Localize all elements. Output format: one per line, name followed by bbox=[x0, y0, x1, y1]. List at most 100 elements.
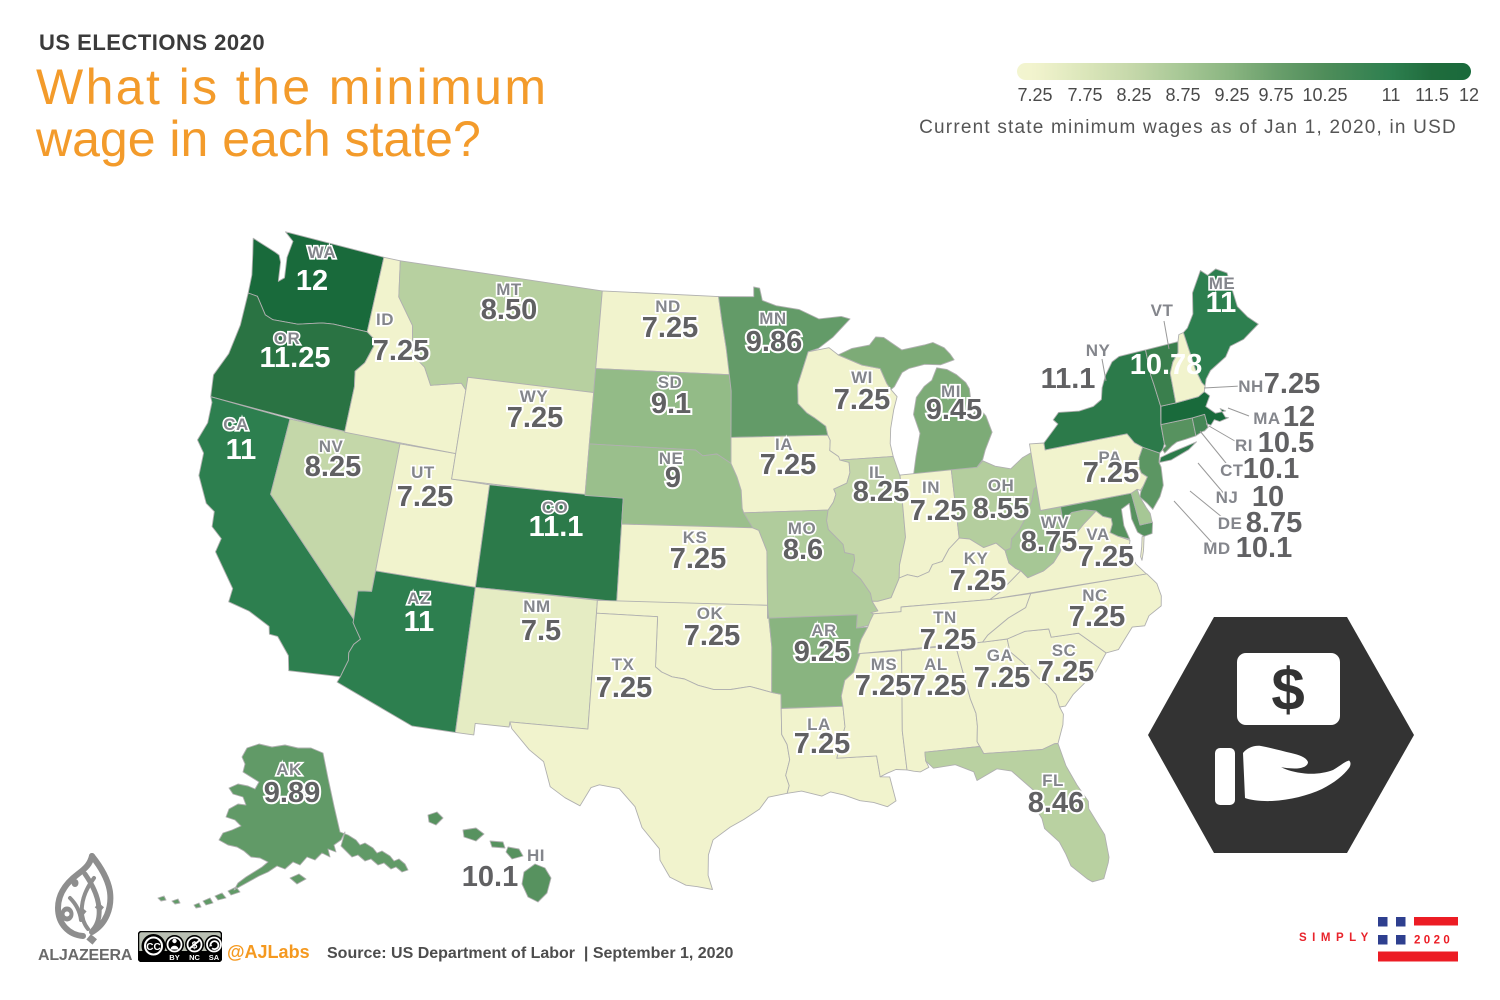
svg-text:7.5: 7.5 bbox=[521, 615, 561, 647]
svg-text:12: 12 bbox=[296, 265, 328, 297]
svg-text:$: $ bbox=[192, 941, 198, 952]
svg-text:9.25: 9.25 bbox=[794, 636, 850, 668]
svg-text:9.89: 9.89 bbox=[264, 777, 320, 809]
svg-text:KY: KY bbox=[964, 549, 989, 568]
svg-text:12: 12 bbox=[1459, 85, 1479, 105]
svg-text:IA: IA bbox=[775, 435, 793, 454]
svg-text:IN: IN bbox=[922, 478, 940, 497]
svg-text:11.25: 11.25 bbox=[260, 342, 331, 374]
svg-text:7.25: 7.25 bbox=[397, 481, 453, 513]
svg-text:11: 11 bbox=[1382, 85, 1401, 105]
svg-text:$: $ bbox=[1271, 656, 1304, 723]
svg-text:NE: NE bbox=[659, 449, 684, 468]
svg-text:AR: AR bbox=[811, 621, 837, 640]
svg-text:7.25: 7.25 bbox=[910, 495, 966, 527]
svg-text:AL: AL bbox=[924, 655, 948, 674]
svg-text:UT: UT bbox=[411, 463, 435, 482]
svg-text:8.55: 8.55 bbox=[973, 493, 1029, 525]
svg-text:7.25: 7.25 bbox=[1264, 368, 1320, 400]
svg-text:NM: NM bbox=[523, 597, 550, 616]
svg-text:SA: SA bbox=[209, 953, 220, 962]
svg-text:7.25: 7.25 bbox=[1083, 457, 1139, 489]
svg-text:8.25: 8.25 bbox=[1116, 85, 1151, 105]
svg-text:7.25: 7.25 bbox=[794, 728, 850, 760]
svg-text:WY: WY bbox=[520, 387, 549, 406]
svg-text:7.25: 7.25 bbox=[760, 449, 816, 481]
svg-text:OR: OR bbox=[274, 329, 301, 348]
svg-text:NH: NH bbox=[1238, 377, 1264, 396]
svg-text:7.25: 7.25 bbox=[834, 384, 890, 416]
svg-text:GA: GA bbox=[987, 646, 1014, 665]
svg-text:7.25: 7.25 bbox=[373, 335, 429, 367]
svg-text:VT: VT bbox=[1151, 301, 1174, 320]
svg-text:MA: MA bbox=[1253, 409, 1280, 428]
svg-text:10: 10 bbox=[1252, 481, 1284, 513]
svg-text:7.25: 7.25 bbox=[507, 402, 563, 434]
svg-text:2020: 2020 bbox=[1414, 935, 1453, 947]
svg-text:DE: DE bbox=[1218, 514, 1243, 533]
svg-text:9.1: 9.1 bbox=[651, 388, 691, 420]
svg-text:12: 12 bbox=[1283, 401, 1315, 433]
svg-text:TX: TX bbox=[612, 655, 635, 674]
svg-text:8.25: 8.25 bbox=[853, 476, 909, 508]
svg-text:7.25: 7.25 bbox=[642, 312, 698, 344]
svg-text:IL: IL bbox=[869, 463, 885, 482]
svg-text:7.25: 7.25 bbox=[670, 543, 726, 575]
svg-text:8.75: 8.75 bbox=[1246, 507, 1302, 539]
svg-text:MD: MD bbox=[1203, 539, 1230, 558]
svg-text:9.75: 9.75 bbox=[1258, 85, 1293, 105]
svg-text:7.25: 7.25 bbox=[950, 565, 1006, 597]
svg-text:WA: WA bbox=[308, 243, 336, 262]
svg-text:7.25: 7.25 bbox=[1069, 601, 1125, 633]
svg-text:WI: WI bbox=[851, 368, 873, 387]
svg-text:7.25: 7.25 bbox=[910, 670, 966, 702]
svg-text:AK: AK bbox=[276, 760, 302, 779]
svg-text:7.75: 7.75 bbox=[1067, 85, 1102, 105]
svg-text:10.1: 10.1 bbox=[462, 861, 518, 893]
svg-text:7.25: 7.25 bbox=[684, 620, 740, 652]
svg-text:7.25: 7.25 bbox=[596, 672, 652, 704]
svg-text:TN: TN bbox=[933, 608, 957, 627]
svg-text:11: 11 bbox=[226, 434, 257, 466]
svg-text:10.78: 10.78 bbox=[1130, 349, 1203, 381]
svg-text:CT: CT bbox=[1220, 461, 1244, 480]
svg-text:MS: MS bbox=[871, 655, 898, 674]
svg-text:NV: NV bbox=[319, 437, 344, 456]
svg-text:NC: NC bbox=[1082, 586, 1108, 605]
svg-text:10.5: 10.5 bbox=[1258, 427, 1314, 459]
svg-text:CC: CC bbox=[146, 942, 160, 953]
svg-text:7.25: 7.25 bbox=[1038, 656, 1094, 688]
svg-text:10.1: 10.1 bbox=[1236, 532, 1292, 564]
svg-text:SC: SC bbox=[1052, 641, 1077, 660]
svg-text:7.25: 7.25 bbox=[920, 624, 976, 656]
svg-text:7.25: 7.25 bbox=[1017, 85, 1052, 105]
svg-text:KS: KS bbox=[683, 528, 708, 547]
svg-text:8.46: 8.46 bbox=[1028, 787, 1084, 819]
svg-text:7.25: 7.25 bbox=[855, 670, 911, 702]
svg-text:LA: LA bbox=[807, 715, 831, 734]
svg-text:NC: NC bbox=[189, 953, 200, 962]
svg-text:ME: ME bbox=[1209, 274, 1236, 293]
svg-text:CA: CA bbox=[223, 415, 249, 434]
svg-text:9.86: 9.86 bbox=[746, 326, 802, 358]
svg-text:BY: BY bbox=[169, 953, 179, 962]
svg-text:OH: OH bbox=[988, 476, 1015, 495]
svg-text:7.25: 7.25 bbox=[1078, 541, 1134, 573]
svg-text:11.5: 11.5 bbox=[1415, 85, 1449, 105]
svg-text:NJ: NJ bbox=[1216, 488, 1239, 507]
svg-text:OK: OK bbox=[697, 604, 724, 623]
svg-text:11.1: 11.1 bbox=[1041, 363, 1096, 395]
svg-text:8.25: 8.25 bbox=[305, 451, 361, 483]
svg-text:10.25: 10.25 bbox=[1302, 85, 1347, 105]
svg-text:WV: WV bbox=[1041, 513, 1070, 532]
svg-text:MT: MT bbox=[496, 280, 522, 299]
svg-text:RI: RI bbox=[1235, 436, 1253, 455]
svg-text:ID: ID bbox=[376, 310, 394, 329]
svg-text:9.25: 9.25 bbox=[1214, 85, 1249, 105]
svg-text:ND: ND bbox=[655, 297, 681, 316]
svg-text:10.1: 10.1 bbox=[1243, 453, 1299, 485]
svg-text:7.25: 7.25 bbox=[974, 662, 1030, 694]
svg-text:PA: PA bbox=[1098, 448, 1121, 467]
svg-text:9.45: 9.45 bbox=[926, 394, 982, 426]
svg-text:MI: MI bbox=[941, 382, 961, 401]
